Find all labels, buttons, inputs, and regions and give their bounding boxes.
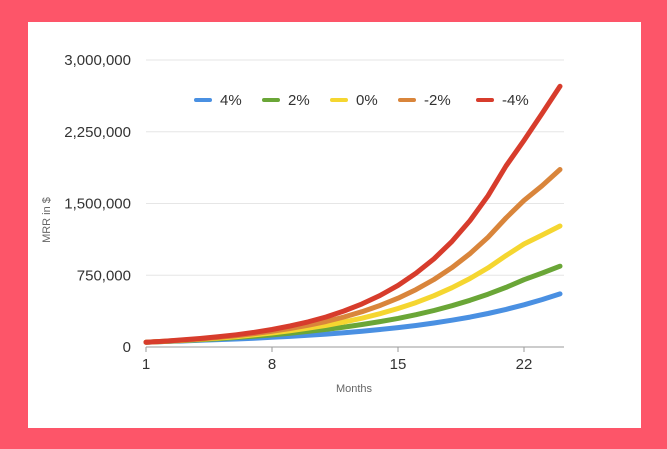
legend-label: -2% [424, 92, 451, 109]
y-axis-title: MRR in $ [41, 197, 53, 243]
x-tick-label: 8 [268, 356, 276, 373]
series-line--2% [143, 167, 563, 345]
legend: 4% 2% 0% -2% -4% [194, 92, 529, 109]
y-tick-label: 3,000,000 [64, 52, 131, 69]
legend-label: 2% [288, 92, 310, 109]
x-tick-label: 1 [142, 356, 150, 373]
y-tick-label: 0 [123, 339, 131, 356]
legend-label: -4% [502, 92, 529, 109]
series-lines [143, 83, 563, 345]
x-tick-label: 22 [516, 356, 533, 373]
y-tick-label: 1,500,000 [64, 196, 131, 213]
series-line--4% [143, 83, 563, 345]
x-axis-ticks: 1 8 15 22 [142, 347, 533, 373]
legend-label: 4% [220, 92, 242, 109]
x-axis-title: Months [336, 383, 373, 395]
y-tick-label: 750,000 [77, 267, 131, 284]
chart-card: 0 750,000 1,500,000 2,250,000 3,000,000 1 8 15… [28, 22, 641, 428]
y-axis-ticks: 0 750,000 1,500,000 2,250,000 3,000,000 [64, 52, 131, 356]
x-tick-label: 15 [390, 356, 407, 373]
legend-label: 0% [356, 92, 378, 109]
y-tick-label: 2,250,000 [64, 124, 131, 141]
line-chart: 0 750,000 1,500,000 2,250,000 3,000,000 1 8 15… [41, 52, 564, 395]
gridlines [146, 59, 564, 348]
